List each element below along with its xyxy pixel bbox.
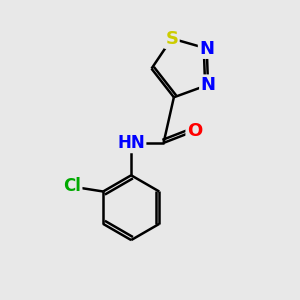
Text: S: S (165, 29, 178, 47)
Text: HN: HN (117, 134, 145, 152)
Text: O: O (187, 122, 202, 140)
Text: N: N (199, 40, 214, 58)
Text: N: N (200, 76, 215, 94)
Text: Cl: Cl (63, 177, 81, 195)
